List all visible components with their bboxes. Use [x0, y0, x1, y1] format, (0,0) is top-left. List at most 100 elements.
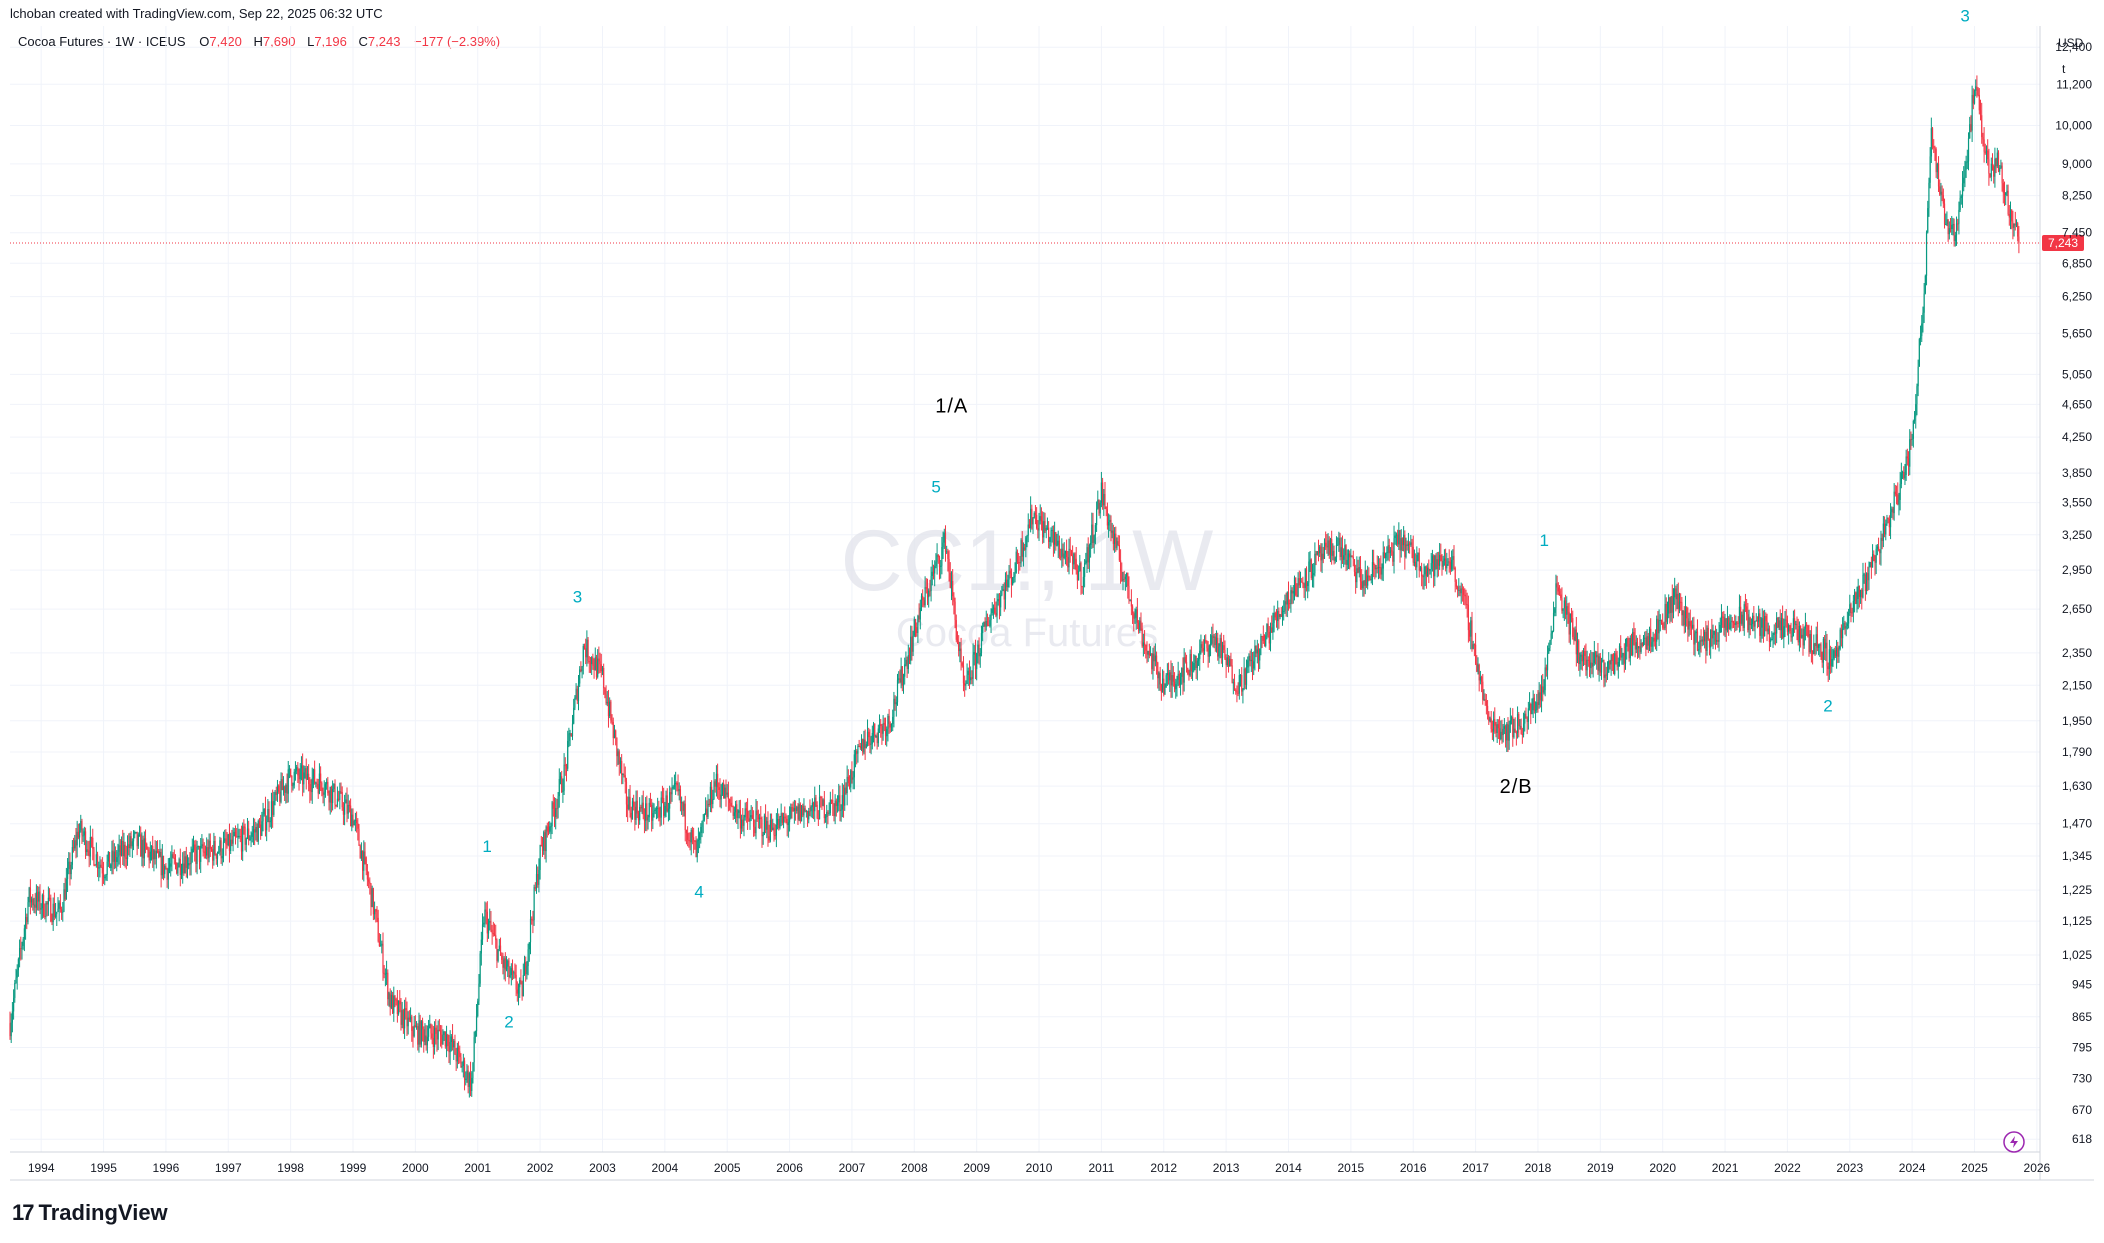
candle [1099, 500, 1101, 519]
candle [1536, 693, 1538, 713]
candle-body [708, 803, 710, 805]
candle-body [1952, 223, 1954, 225]
candle-body [1492, 719, 1495, 732]
candle-body [558, 778, 560, 797]
candle-body [1217, 637, 1219, 657]
candle [755, 799, 757, 840]
candle-body [33, 904, 35, 906]
candle-body [1182, 668, 1184, 683]
candle [71, 840, 73, 870]
candle-body [1365, 570, 1368, 586]
candle [1512, 708, 1514, 747]
candle [862, 738, 864, 756]
candle [1927, 200, 1929, 234]
candle-body [304, 768, 306, 773]
candle [449, 1030, 451, 1065]
candle-body [625, 781, 628, 805]
candle [988, 617, 990, 627]
candle-body [495, 935, 497, 941]
candle [1778, 616, 1780, 631]
candle [508, 957, 510, 985]
candle-body [794, 808, 797, 811]
candle-body [1490, 718, 1492, 729]
candle-body [653, 810, 655, 814]
candle-body [1621, 655, 1623, 658]
candle [400, 998, 402, 1031]
candle-body [1359, 567, 1362, 582]
candle [1251, 651, 1254, 681]
candle-body [768, 836, 770, 841]
candle [1050, 527, 1052, 547]
candle-body [888, 715, 890, 724]
candle [454, 1034, 456, 1055]
candle-body [102, 873, 105, 878]
candle [1919, 325, 1922, 346]
candle-body [353, 820, 355, 826]
candle-body [918, 615, 920, 620]
candle-body [1561, 598, 1563, 611]
candle [1929, 147, 1931, 189]
candle [254, 818, 256, 846]
candle [1416, 546, 1418, 578]
candle-body [1512, 716, 1514, 738]
candle [104, 874, 106, 886]
candle-body [1308, 561, 1310, 583]
candle [589, 656, 592, 674]
candle-body [375, 909, 377, 912]
candle-body [42, 894, 45, 916]
candle-body [436, 1033, 438, 1040]
candle-body [1678, 601, 1681, 609]
candle [382, 932, 384, 981]
candle [1913, 411, 1916, 424]
candle-body [809, 811, 811, 813]
symbol-name[interactable]: Cocoa Futures · 1W · ICEUS [18, 34, 186, 49]
candle [749, 809, 751, 830]
candle [1305, 566, 1308, 592]
candle [11, 1001, 13, 1033]
candle-body [1724, 618, 1726, 628]
candle [1574, 626, 1576, 642]
candle-body [471, 1077, 473, 1091]
candle [627, 796, 629, 823]
candle [611, 714, 613, 725]
candle-body [793, 808, 795, 811]
candle [1472, 640, 1474, 650]
candle-body [459, 1051, 461, 1058]
candle [1100, 471, 1102, 508]
candle-body [1706, 627, 1708, 651]
candle [1004, 572, 1007, 610]
candle-body [622, 773, 624, 776]
candle-body [1677, 593, 1679, 609]
candle [249, 835, 251, 841]
candle [1771, 631, 1773, 641]
candle-body [1103, 494, 1105, 506]
candle-body [1819, 644, 1821, 646]
candle-body [1092, 524, 1094, 543]
candle [348, 800, 351, 813]
candle-body [1663, 627, 1665, 629]
candle-body [1119, 560, 1122, 572]
candle [1694, 630, 1696, 657]
candle [869, 729, 871, 754]
candle [1087, 537, 1089, 569]
candle-body [1820, 644, 1822, 652]
candle-body [373, 909, 376, 915]
candle-body [1482, 681, 1484, 700]
candle [493, 923, 496, 937]
candle-body [717, 773, 719, 788]
candle-body [1189, 653, 1191, 676]
candle-body [1080, 563, 1082, 587]
candle [1167, 662, 1170, 685]
candle [1915, 394, 1917, 429]
candle-body [1909, 439, 1911, 467]
candle [1400, 529, 1402, 558]
candle [1933, 139, 1935, 154]
candle-body [1066, 550, 1068, 558]
candle-body [899, 678, 901, 683]
candle [1918, 337, 1920, 367]
candle [857, 744, 859, 763]
candle-body [1074, 553, 1076, 559]
candle-body [297, 767, 299, 776]
candle-body [1910, 439, 1912, 441]
